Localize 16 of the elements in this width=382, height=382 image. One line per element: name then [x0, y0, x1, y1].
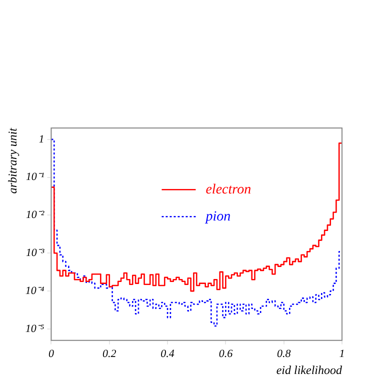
legend-label: pion	[204, 209, 231, 224]
legend-label: electron	[206, 182, 252, 198]
y-tick-label: 10⁻¹	[26, 171, 44, 184]
y-tick-label: 1	[38, 133, 44, 146]
y-tick-label: 10⁻⁵	[25, 322, 44, 335]
x-tick-label: 0	[48, 348, 54, 360]
y-tick-label: 10⁻⁴	[25, 284, 44, 297]
x-tick-label: 1	[339, 348, 345, 360]
x-tick-label: 0.6	[218, 348, 234, 360]
y-tick-label: 10⁻²	[26, 209, 45, 222]
x-tick-label: 0.4	[160, 348, 175, 360]
x-axis-title: eid likelihood	[276, 362, 343, 377]
y-axis-title: arbitrary unit	[5, 127, 20, 194]
x-tick-label: 0.2	[102, 348, 117, 360]
y-tick-label: 10⁻³	[26, 247, 45, 260]
x-tick-label: 0.8	[276, 348, 292, 360]
